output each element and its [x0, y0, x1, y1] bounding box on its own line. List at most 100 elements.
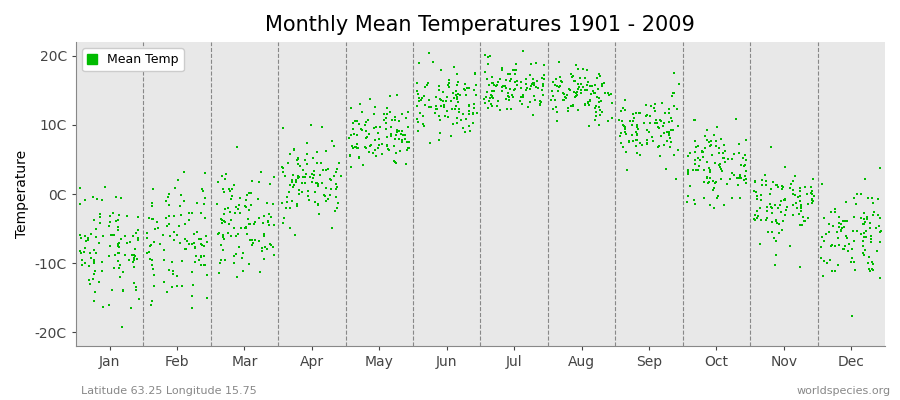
Point	[433, 130, 447, 136]
Point	[411, 95, 426, 101]
Point	[526, 80, 541, 86]
Point	[716, 154, 731, 161]
Point	[503, 86, 517, 92]
Point	[643, 113, 657, 120]
Point	[308, 199, 322, 205]
Point	[716, 155, 730, 161]
Point	[350, 144, 365, 151]
Point	[358, 122, 373, 128]
Point	[874, 228, 888, 234]
Point	[710, 195, 724, 201]
Point	[495, 64, 509, 71]
Point	[747, 179, 761, 186]
Point	[632, 110, 646, 116]
Point	[275, 164, 290, 170]
Point	[159, 214, 174, 221]
Point	[562, 87, 577, 93]
Point	[707, 160, 722, 166]
Point	[536, 81, 550, 88]
Point	[441, 83, 455, 90]
Point	[224, 196, 238, 202]
Point	[521, 103, 535, 110]
Point	[283, 225, 297, 232]
Point	[713, 164, 727, 170]
Point	[400, 124, 415, 131]
Point	[652, 125, 667, 131]
Point	[500, 71, 515, 78]
Point	[77, 232, 92, 239]
Point	[753, 191, 768, 198]
Point	[418, 84, 432, 90]
Point	[369, 124, 383, 130]
Point	[748, 217, 762, 224]
Point	[657, 142, 671, 148]
Point	[561, 105, 575, 112]
Point	[348, 118, 363, 124]
Point	[618, 130, 633, 137]
Point	[87, 288, 102, 295]
Point	[151, 224, 166, 231]
Point	[761, 229, 776, 236]
Point	[758, 172, 772, 178]
Point	[571, 86, 585, 92]
Point	[111, 227, 125, 233]
Point	[215, 234, 230, 240]
Point	[591, 99, 606, 105]
Point	[233, 195, 248, 201]
Point	[356, 127, 370, 134]
Point	[760, 214, 774, 221]
Point	[764, 204, 778, 210]
Point	[460, 85, 474, 91]
Point	[765, 228, 779, 235]
Point	[499, 76, 513, 83]
Point	[143, 256, 157, 262]
Point	[523, 85, 537, 92]
Point	[573, 75, 588, 81]
Point	[483, 92, 498, 98]
Point	[770, 182, 784, 188]
Point	[264, 242, 278, 249]
Point	[351, 121, 365, 128]
Point	[669, 176, 683, 182]
Point	[566, 102, 580, 108]
Point	[130, 235, 145, 241]
Point	[93, 220, 107, 226]
Point	[578, 100, 592, 107]
Point	[865, 195, 879, 201]
Point	[147, 239, 161, 245]
Point	[628, 137, 643, 143]
Point	[854, 231, 868, 237]
Point	[221, 221, 236, 228]
Point	[127, 280, 141, 286]
Point	[446, 90, 461, 96]
Point	[116, 286, 130, 293]
Point	[442, 80, 456, 86]
Point	[86, 257, 101, 264]
Point	[307, 168, 321, 174]
Point	[323, 192, 338, 198]
Point	[705, 152, 719, 158]
Point	[157, 231, 171, 238]
Point	[410, 103, 424, 109]
Point	[233, 210, 248, 217]
Point	[708, 138, 723, 144]
Point	[837, 246, 851, 252]
Point	[291, 161, 305, 167]
Point	[328, 181, 343, 188]
Point	[383, 93, 398, 100]
Point	[545, 78, 560, 85]
Point	[328, 143, 342, 149]
Point	[185, 269, 200, 276]
Point	[860, 214, 874, 220]
Point	[504, 106, 518, 112]
Point	[224, 233, 238, 239]
Point	[732, 182, 746, 188]
Point	[495, 65, 509, 71]
Point	[266, 201, 280, 208]
Point	[800, 215, 814, 222]
Point	[126, 252, 140, 259]
Point	[782, 243, 796, 249]
Point	[441, 82, 455, 88]
Point	[78, 245, 93, 251]
Point	[96, 232, 111, 239]
